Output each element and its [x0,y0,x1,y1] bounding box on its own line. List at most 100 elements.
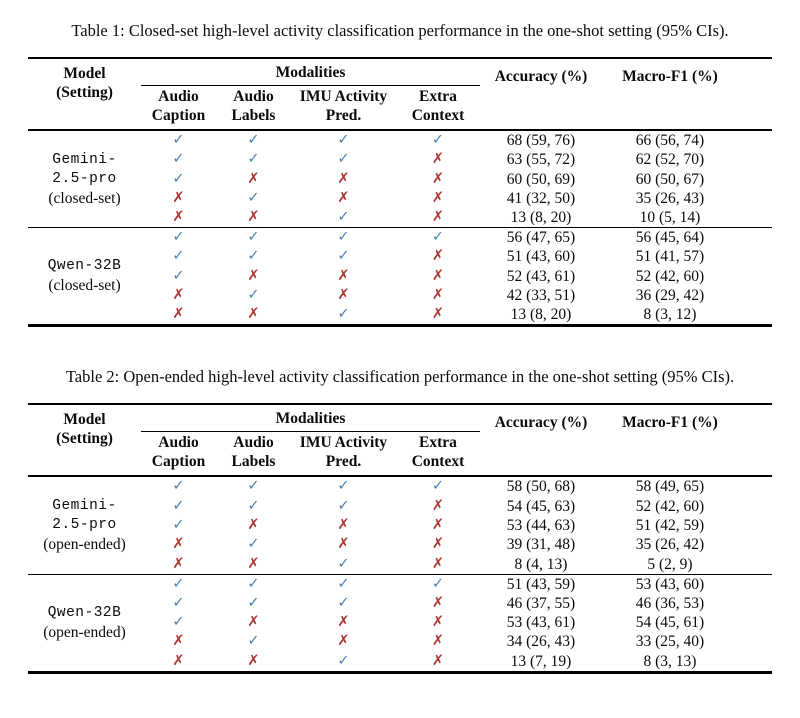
cross-icon: ✗ [337,287,350,304]
check-icon: ✓ [337,229,350,246]
check-icon: ✓ [172,594,185,611]
macro-f1-value: 66 (56, 74) [635,132,705,149]
macro-f1-value: 33 (25, 40) [635,633,705,651]
header-extra-context: Extra Context [396,85,480,130]
header-audio-labels-line1: Audio [233,87,274,105]
accuracy-value: 46 (37, 55) [506,594,576,612]
accuracy-value: 34 (26, 43) [506,633,576,651]
table-row: ✗ ✓ ✗ ✗ 41 (32, 50) 35 (26, 43) [28,189,772,208]
accuracy-value: 53 (43, 61) [506,614,576,632]
model-setting-cell: Qwen-32B (closed-set) [28,228,141,326]
check-icon: ✓ [247,229,260,246]
check-icon: ✓ [247,478,260,495]
macro-f1-value: 5 (2, 9) [647,555,693,573]
header-setting-line: (Setting) [56,430,113,448]
accuracy-value: 41 (32, 50) [506,189,576,207]
accuracy-value: 42 (33, 51) [506,287,576,305]
cross-icon: ✗ [431,306,445,323]
header-audio-labels-line2: Labels [231,453,276,471]
cross-icon: ✗ [431,555,445,572]
cross-icon: ✗ [247,306,260,323]
cross-icon: ✗ [431,287,445,304]
check-icon: ✓ [431,229,445,246]
header-model-setting: Model (Setting) [28,58,141,130]
header-accuracy: Accuracy (%) [494,68,588,85]
check-icon: ✓ [337,209,350,226]
model-setting-cell: Gemini- 2.5-pro (open-ended) [28,476,141,574]
cross-icon: ✗ [172,652,185,669]
header-audio-labels-line2: Labels [231,106,276,124]
check-icon: ✓ [172,267,185,284]
macro-f1-value: 60 (50, 67) [635,170,705,188]
header-imu-activity-pred: IMU Activity Pred. [291,85,396,130]
cross-icon: ✗ [247,170,260,187]
accuracy-value: 52 (43, 61) [506,267,576,285]
cross-icon: ✗ [247,614,260,631]
accuracy-value: 51 (43, 59) [506,575,576,593]
table-row: ✓ ✓ ✓ ✗ 54 (45, 63) 52 (42, 60) [28,496,772,515]
macro-f1-value: 35 (26, 42) [635,536,705,554]
header-model-line: Model [63,65,106,82]
table-row: ✗ ✗ ✓ ✗ 8 (4, 13) 5 (2, 9) [28,555,772,575]
setting-label: (closed-set) [48,277,121,295]
macro-f1-value: 51 (41, 57) [635,248,705,266]
header-accuracy: Accuracy (%) [494,414,588,432]
cross-icon: ✗ [172,287,185,304]
cross-icon: ✗ [337,267,350,284]
check-icon: ✓ [172,132,185,148]
header-imu-line1: IMU Activity [299,87,388,105]
cross-icon: ✗ [431,652,445,669]
header-imu-activity-pred: IMU Activity Pred. [291,431,396,476]
accuracy-value: 8 (4, 13) [514,555,568,573]
model-name-line: 2.5-pro [52,516,117,533]
table-row: ✓ ✓ ✓ ✗ 63 (55, 72) 62 (52, 70) [28,150,772,169]
table-row: ✓ ✓ ✓ ✗ 51 (43, 60) 51 (41, 57) [28,247,772,266]
table2-block-gemini: Gemini- 2.5-pro (open-ended) ✓ ✓ ✓ ✓ 58 … [28,476,772,574]
header-imu-line1: IMU Activity [299,434,388,452]
macro-f1-value: 51 (42, 59) [635,516,705,534]
check-icon: ✓ [247,633,260,650]
cross-icon: ✗ [431,151,445,168]
check-icon: ✓ [337,306,350,323]
check-icon: ✓ [247,536,260,553]
cross-icon: ✗ [337,189,350,206]
cross-icon: ✗ [431,209,445,226]
header-extra-context: Extra Context [396,431,480,476]
accuracy-value: 53 (44, 63) [506,516,576,534]
cross-icon: ✗ [337,170,350,187]
check-icon: ✓ [337,575,350,592]
header-modalities: Modalities [141,58,480,86]
check-icon: ✓ [172,248,185,265]
macro-f1-value: 46 (36, 53) [635,594,705,612]
macro-f1-value: 35 (26, 43) [635,189,705,207]
cross-icon: ✗ [337,536,350,553]
check-icon: ✓ [431,478,445,495]
header-extra-context-line1: Extra [419,87,457,105]
table2-caption: Table 2: Open-ended high-level activity … [65,367,735,387]
header-imu-line2: Pred. [325,453,362,471]
check-icon: ✓ [337,248,350,265]
header-extra-context-line1: Extra [419,434,457,452]
cross-icon: ✗ [431,267,445,284]
cross-icon: ✗ [431,614,445,631]
cross-icon: ✗ [337,633,350,650]
table-row: ✗ ✓ ✗ ✗ 42 (33, 51) 36 (29, 42) [28,286,772,305]
cross-icon: ✗ [431,170,445,187]
cross-icon: ✗ [431,189,445,206]
cross-icon: ✗ [431,633,445,650]
header-audio-caption-line1: Audio [158,434,199,452]
table1: Model (Setting) Modalities Accuracy (%) … [28,57,772,328]
header-audio-labels-line1: Audio [233,434,274,452]
check-icon: ✓ [337,555,350,572]
check-icon: ✓ [247,132,260,148]
check-icon: ✓ [172,614,185,631]
accuracy-value: 63 (55, 72) [506,151,576,169]
header-audio-labels: Audio Labels [216,85,291,130]
header-modalities: Modalities [141,404,480,432]
cross-icon: ✗ [247,209,260,226]
cross-icon: ✗ [247,516,260,533]
accuracy-value: 68 (59, 76) [506,132,576,149]
table1-block-gemini: Gemini- 2.5-pro (closed-set) ✓ ✓ ✓ ✓ 68 … [28,130,772,228]
accuracy-value: 56 (47, 65) [506,229,576,247]
